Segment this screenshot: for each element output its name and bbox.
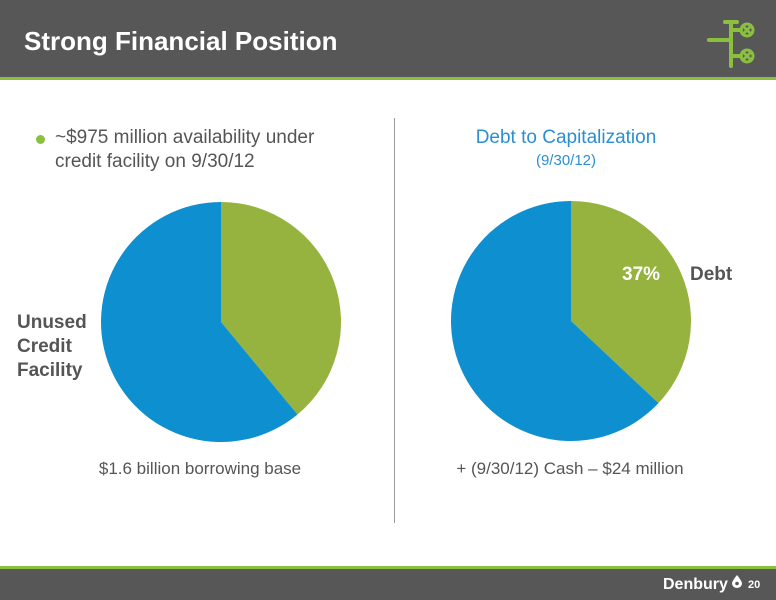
chart-subtitle: (9/30/12) xyxy=(535,152,597,169)
bullet-dot xyxy=(36,135,45,144)
footer-bar xyxy=(0,569,776,600)
pie-slice-0 xyxy=(221,202,341,415)
pie-slice-1 xyxy=(451,201,659,441)
wellhead-valve-icon xyxy=(707,20,755,68)
debt-capitalization-pie xyxy=(451,201,691,441)
debt-label: Debt xyxy=(690,264,733,285)
brand-logo-text: Denbury xyxy=(663,576,728,593)
unused-credit-label: Unused Credit Facility xyxy=(17,312,87,381)
panel-divider xyxy=(394,118,395,523)
pie-slice-1 xyxy=(101,202,298,442)
borrowing-base-caption: $1.6 billion borrowing base xyxy=(98,459,302,478)
header-stripe xyxy=(0,77,776,80)
page-number: 20 xyxy=(748,579,761,591)
footer-stripe xyxy=(0,566,776,569)
debt-percent-label: 37% xyxy=(622,264,661,285)
credit-facility-pie xyxy=(101,202,341,442)
chart-title: Debt to Capitalization xyxy=(475,127,657,148)
header-bar xyxy=(0,0,776,78)
page-title: Strong Financial Position xyxy=(24,26,338,56)
pie-slice-0 xyxy=(571,201,691,404)
cash-caption: + (9/30/12) Cash – $24 million xyxy=(456,459,684,478)
oil-drop-icon xyxy=(732,575,742,588)
bullet-text: ~$975 million availability under credit … xyxy=(55,127,315,172)
